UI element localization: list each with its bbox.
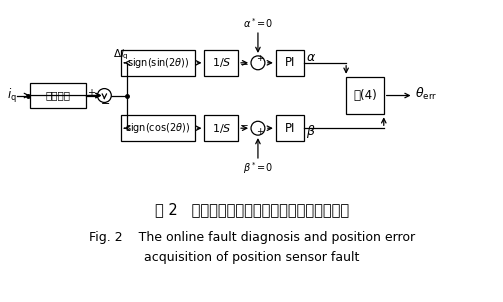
Text: $\beta^*\!=\!0$: $\beta^*\!=\!0$ <box>243 160 273 176</box>
Text: $\theta_\mathrm{err}$: $\theta_\mathrm{err}$ <box>415 85 438 101</box>
Text: +: + <box>256 127 263 136</box>
Text: $\alpha$: $\alpha$ <box>306 51 316 64</box>
Text: Fig. 2    The online fault diagnosis and position error: Fig. 2 The online fault diagnosis and po… <box>89 231 415 244</box>
Circle shape <box>251 56 265 70</box>
Circle shape <box>98 88 111 102</box>
Text: $\alpha^*\!=\!0$: $\alpha^*\!=\!0$ <box>243 16 273 30</box>
Text: PI: PI <box>285 56 295 69</box>
Bar <box>204 50 238 76</box>
Bar <box>121 50 195 76</box>
Bar <box>276 115 303 141</box>
Text: $\mathrm{sign}(\sin(2\theta))$: $\mathrm{sign}(\sin(2\theta))$ <box>127 56 189 70</box>
Text: +: + <box>256 54 263 63</box>
Text: $1/S$: $1/S$ <box>212 56 231 69</box>
Text: $1/S$: $1/S$ <box>212 122 231 135</box>
Bar <box>276 50 303 76</box>
Text: acquisition of position sensor fault: acquisition of position sensor fault <box>144 251 360 264</box>
Text: $\mathrm{sign}(\cos(2\theta))$: $\mathrm{sign}(\cos(2\theta))$ <box>125 121 191 135</box>
Text: 均值滤波: 均值滤波 <box>45 91 70 101</box>
Text: PI: PI <box>285 122 295 135</box>
Text: 式(4): 式(4) <box>353 89 377 102</box>
Bar <box>30 83 86 108</box>
Text: $\beta$: $\beta$ <box>306 123 316 140</box>
Text: $i_\mathrm{q}$: $i_\mathrm{q}$ <box>7 86 17 104</box>
Text: −: − <box>101 99 110 109</box>
Text: 图 2   位置传感器故障在线诊断及位置误差获取: 图 2 位置传感器故障在线诊断及位置误差获取 <box>155 202 349 217</box>
Bar <box>204 115 238 141</box>
Circle shape <box>251 121 265 135</box>
Bar <box>121 115 195 141</box>
Bar <box>346 77 384 114</box>
Text: −: − <box>240 121 249 131</box>
Text: +: + <box>88 88 96 98</box>
Text: $\Delta i_\mathrm{q}$: $\Delta i_\mathrm{q}$ <box>113 48 129 62</box>
Text: −: − <box>240 60 249 70</box>
